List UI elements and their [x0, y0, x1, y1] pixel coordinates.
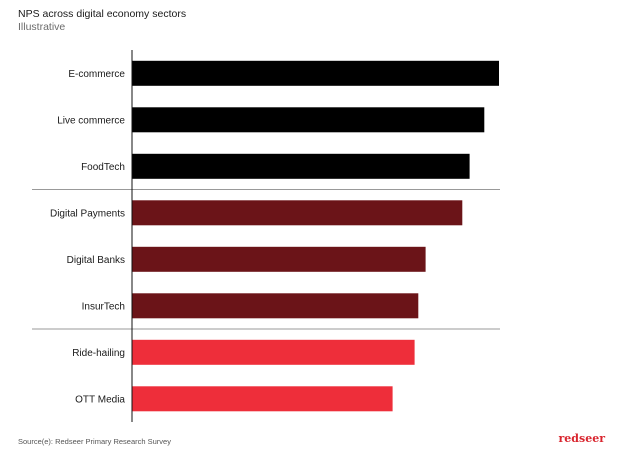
category-label: Live commerce [57, 115, 125, 126]
category-label: E-commerce [68, 69, 125, 80]
chart-subtitle: Illustrative [18, 21, 66, 33]
category-label: OTT Media [75, 394, 125, 405]
category-label: FoodTech [81, 162, 125, 173]
bar-live-commerce [132, 107, 485, 133]
chart-title: NPS across digital economy sectors [18, 8, 187, 20]
category-label: InsurTech [82, 301, 125, 312]
bar-ride-hailing [132, 339, 415, 365]
source-note: Source(e): Redseer Primary Research Surv… [18, 437, 171, 446]
bar-e-commerce [132, 60, 499, 86]
bar-ott-media [132, 386, 393, 412]
category-label: Ride-hailing [72, 348, 125, 359]
bar-digital-banks [132, 246, 426, 272]
bar-foodtech [132, 153, 470, 179]
bar-chart: E-commerce Live commerce FoodTech Digital P… [32, 50, 500, 422]
bar-digital-payments [132, 200, 463, 226]
category-label: Digital Banks [67, 255, 125, 266]
bar-insurtech [132, 293, 419, 319]
brand-logo: redseer [558, 432, 605, 445]
category-label: Digital Payments [50, 208, 125, 219]
